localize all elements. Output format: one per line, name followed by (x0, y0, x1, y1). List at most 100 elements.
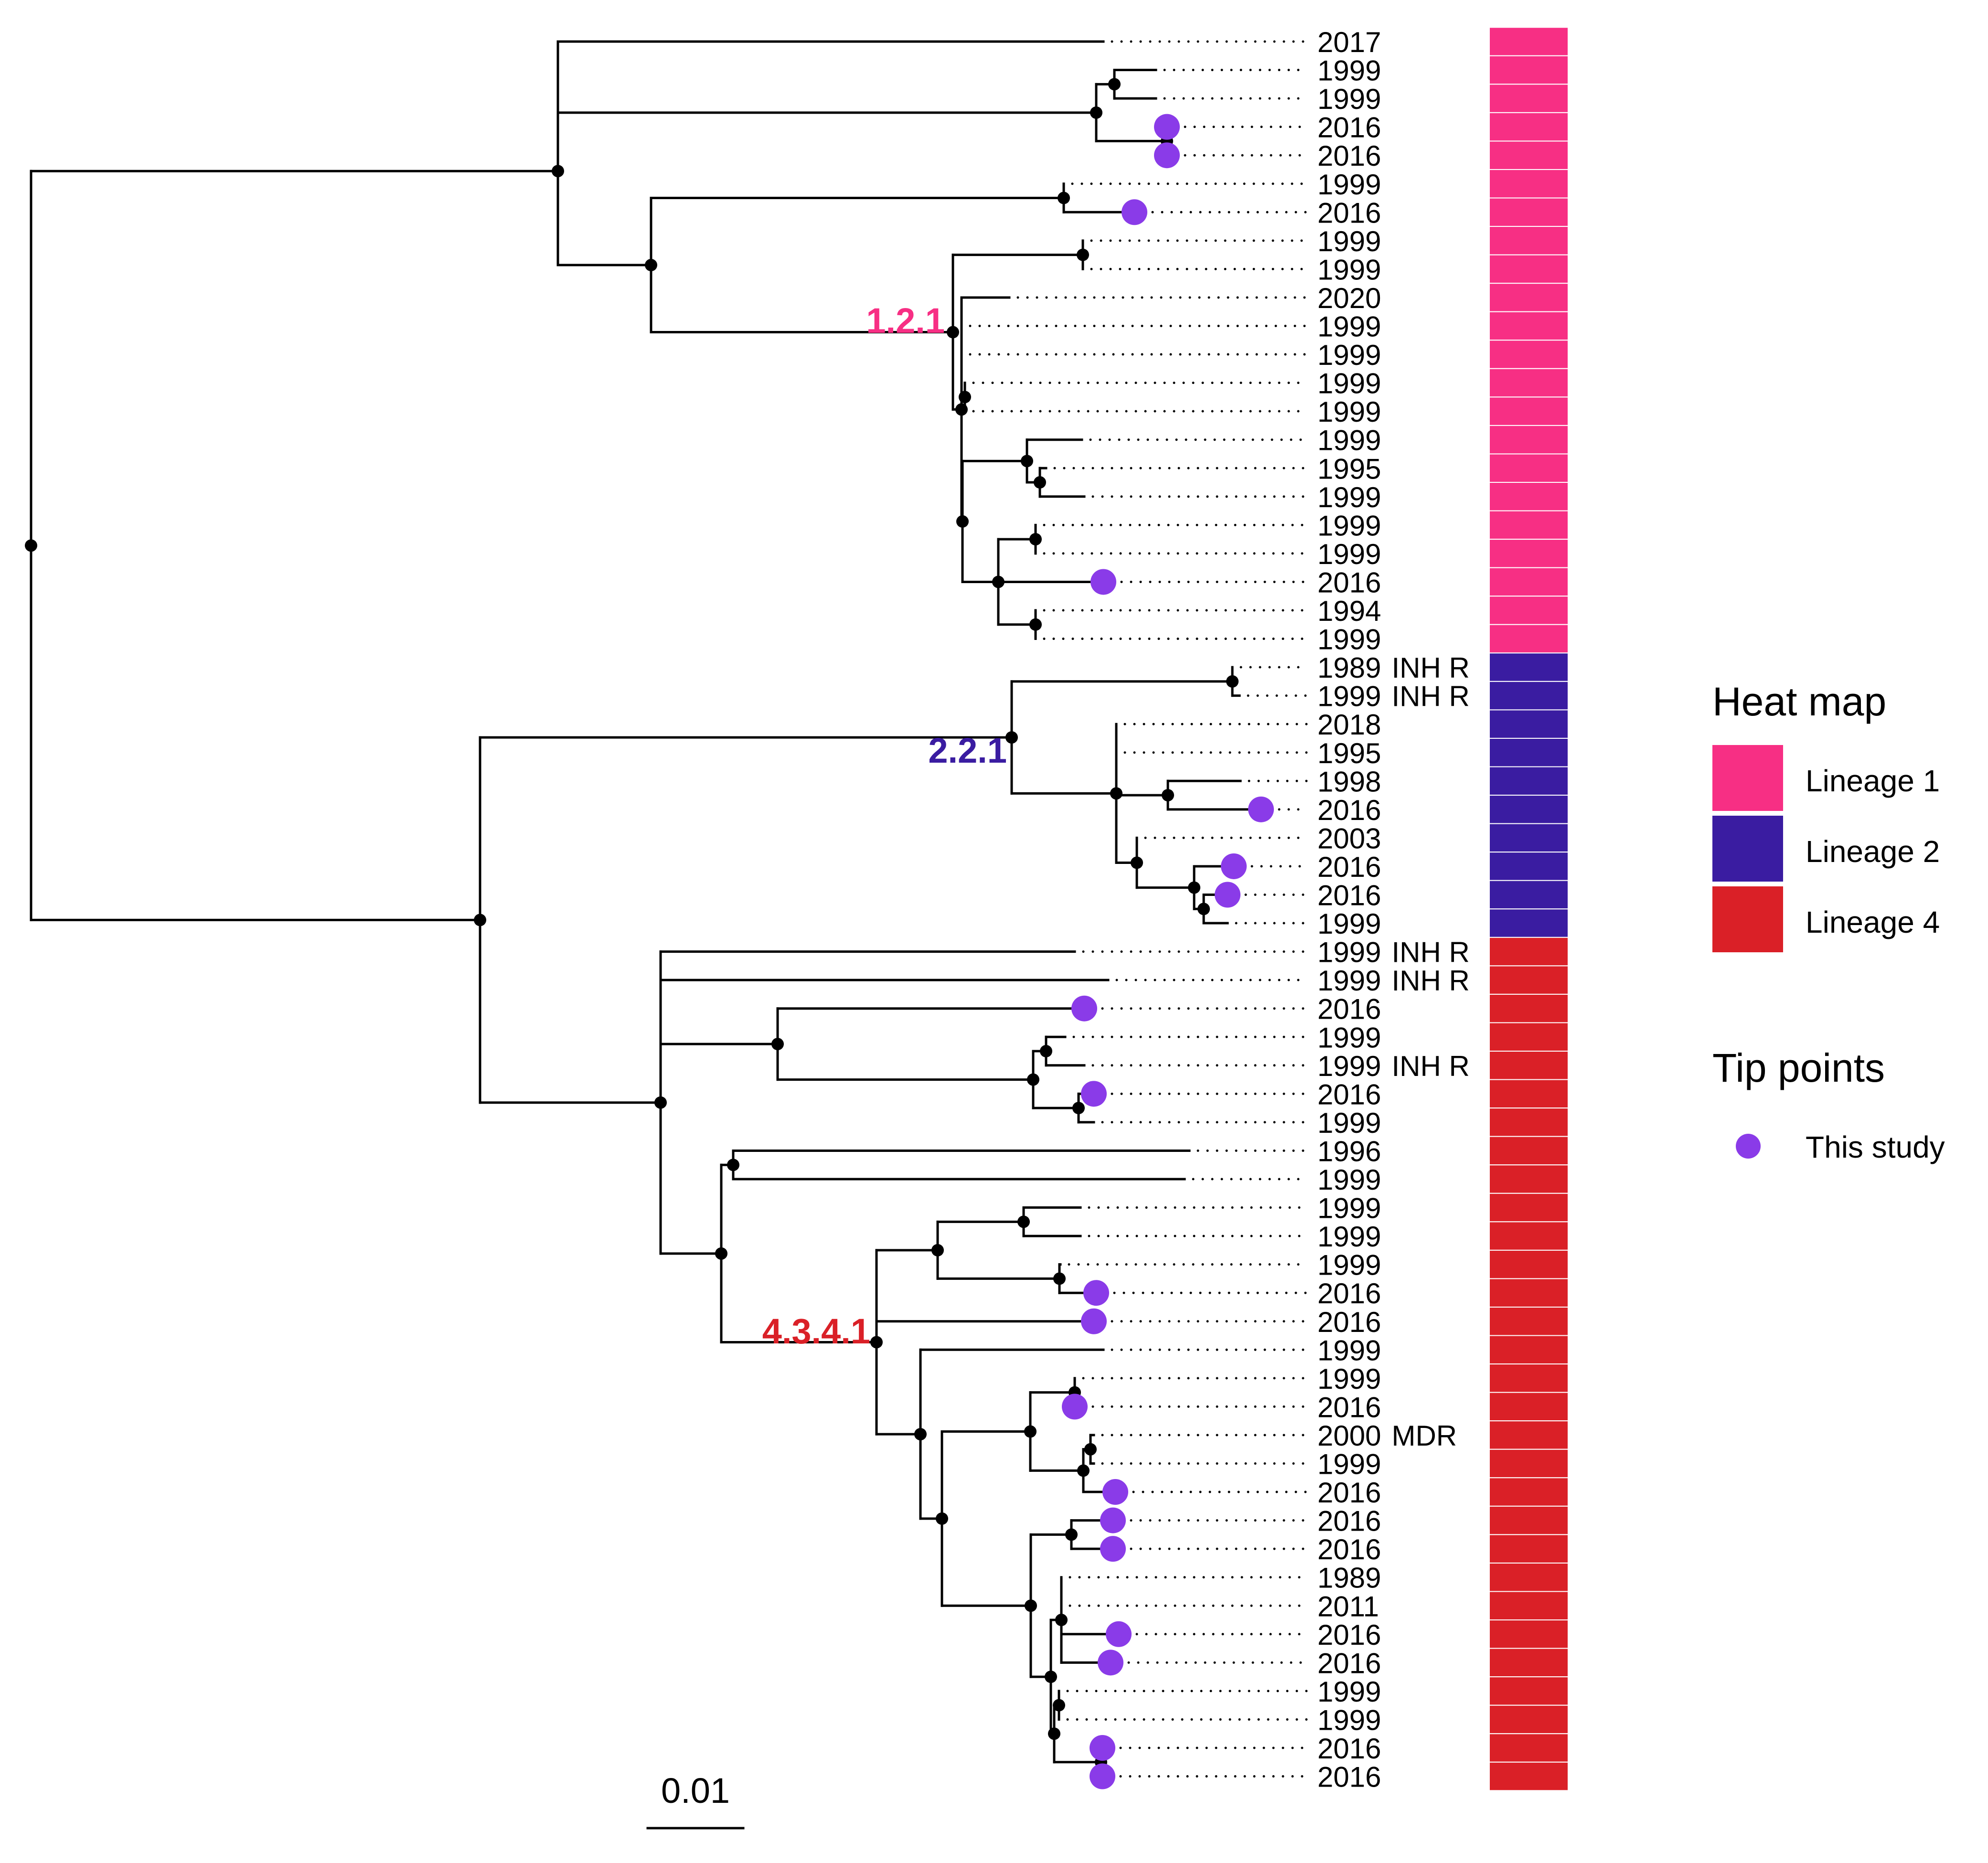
tip-label: 1999 INH R (1317, 1050, 1470, 1082)
tip-year: 1989 (1317, 1562, 1381, 1594)
heatmap-cell (1489, 1704, 1569, 1735)
heatmap-cell (1489, 1619, 1569, 1649)
internal-node (931, 1244, 944, 1256)
heatmap-cell (1489, 709, 1569, 739)
this-study-tip-point (1215, 882, 1240, 908)
tip-label: 2016 (1317, 1391, 1381, 1423)
tip-label: 1999 (1317, 83, 1381, 115)
tip-year: 2016 (1317, 1391, 1381, 1423)
heatmap-cell (1489, 1278, 1569, 1308)
tip-year: 1999 (1317, 510, 1381, 542)
internal-node (1053, 1272, 1066, 1285)
tip-label: 1989 INH R (1317, 652, 1470, 684)
heatmap-cell (1489, 737, 1569, 767)
tip-year: 1999 (1317, 55, 1381, 87)
clade-label-1-2-1: 1.2.1 (866, 301, 945, 341)
tip-label: 1994 (1317, 595, 1381, 627)
tip-label: 1999 (1317, 1704, 1381, 1736)
tip-year: 1994 (1317, 595, 1381, 627)
tip-year: 1999 (1317, 368, 1381, 400)
legend-label-lineage-4: Lineage 4 (1806, 905, 1940, 939)
tip-year: 2020 (1317, 282, 1381, 314)
tip-year: 2018 (1317, 709, 1381, 741)
heatmap-cell (1489, 1562, 1569, 1592)
internal-node (474, 914, 486, 926)
internal-node (1197, 903, 1210, 916)
heatmap-cell (1489, 340, 1569, 369)
tip-year: 1999 (1317, 169, 1381, 201)
clade-label-2-2-1: 2.2.1 (928, 731, 1007, 770)
tip-label: 2016 (1317, 140, 1381, 172)
legend-swatch-lineage-2 (1712, 816, 1783, 882)
tree-branches (30, 40, 1262, 1778)
internal-node (715, 1247, 727, 1260)
tip-year: 2003 (1317, 822, 1381, 854)
heatmap-cell (1489, 596, 1569, 625)
internal-node (1065, 1528, 1078, 1541)
tip-label: 2016 (1317, 880, 1381, 912)
heatmap-cell (1489, 880, 1569, 910)
heatmap-cell (1489, 1534, 1569, 1564)
tip-labels: 2017199919992016201619992016199919992020… (1317, 26, 1470, 1793)
tip-year: 2016 (1317, 1078, 1381, 1110)
heatmap-cell (1489, 993, 1569, 1023)
tip-year: 2016 (1317, 112, 1381, 144)
internal-node (1040, 1045, 1052, 1058)
tip-year: 1999 (1317, 1448, 1381, 1480)
tip-label: 1999 (1317, 1022, 1381, 1054)
internal-node (992, 575, 1005, 588)
internal-node (1077, 1464, 1090, 1477)
this-study-tip-point (1098, 1650, 1123, 1676)
tip-year: 1999 (1317, 624, 1381, 656)
tip-year: 2016 (1317, 1647, 1381, 1679)
tip-year: 1999 (1317, 225, 1381, 257)
tip-year: 2016 (1317, 880, 1381, 912)
tip-label: 1999 (1317, 1164, 1381, 1196)
tip-year: 1999 (1317, 254, 1381, 286)
internal-node (1017, 1215, 1030, 1228)
tip-label: 2016 (1317, 112, 1381, 144)
this-study-tip-point (1154, 142, 1180, 169)
tip-year: 1999 (1317, 1107, 1381, 1139)
heatmap-cell (1489, 311, 1569, 341)
this-study-tip-point (1221, 853, 1247, 879)
tip-label: 1999 (1317, 425, 1381, 457)
legend-label-this-study: This study (1806, 1130, 1945, 1164)
internal-node (914, 1428, 927, 1441)
heatmap-cell (1489, 1761, 1569, 1791)
tip-year: 1989 (1317, 652, 1381, 684)
tip-label: 1995 (1317, 737, 1381, 769)
tip-label: 1999 (1317, 908, 1381, 940)
tip-year: 2000 (1317, 1420, 1381, 1452)
this-study-tip-point (1071, 995, 1097, 1022)
this-study-tip-point (1100, 1507, 1126, 1533)
internal-node (947, 326, 959, 339)
tip-label: 1999 (1317, 368, 1381, 400)
tip-year: 1999 (1317, 83, 1381, 115)
tip-label: 1999 (1317, 169, 1381, 201)
heatmap-cell (1489, 140, 1569, 170)
tip-year: 2016 (1317, 1733, 1381, 1765)
heatmap-cell (1489, 1164, 1569, 1194)
heatmap-cell (1489, 1448, 1569, 1479)
tip-label: 1999 (1317, 510, 1381, 542)
tip-label: 1999 (1317, 1448, 1381, 1480)
tip-label: 2017 (1317, 26, 1381, 58)
internal-node (1034, 476, 1046, 489)
tip-label: 1999 (1317, 1249, 1381, 1281)
tip-year: 1999 (1317, 1249, 1381, 1281)
tip-label: 2003 (1317, 822, 1381, 854)
tip-label: 1999 (1317, 1192, 1381, 1224)
tip-points (1062, 114, 1274, 1789)
tip-year: 2016 (1317, 197, 1381, 229)
legend-swatch-lineage-1 (1712, 745, 1783, 811)
heatmap-cell (1489, 1505, 1569, 1535)
heatmap-cell (1489, 55, 1569, 85)
tip-year: 2016 (1317, 1533, 1381, 1565)
heatmap-cell (1489, 425, 1569, 455)
tip-year: 1999 (1317, 481, 1381, 513)
heatmap-cell (1489, 1648, 1569, 1678)
tip-year: 1999 (1317, 1192, 1381, 1224)
heatmap-cell (1489, 84, 1569, 113)
tip-year: 1999 (1317, 1363, 1381, 1395)
